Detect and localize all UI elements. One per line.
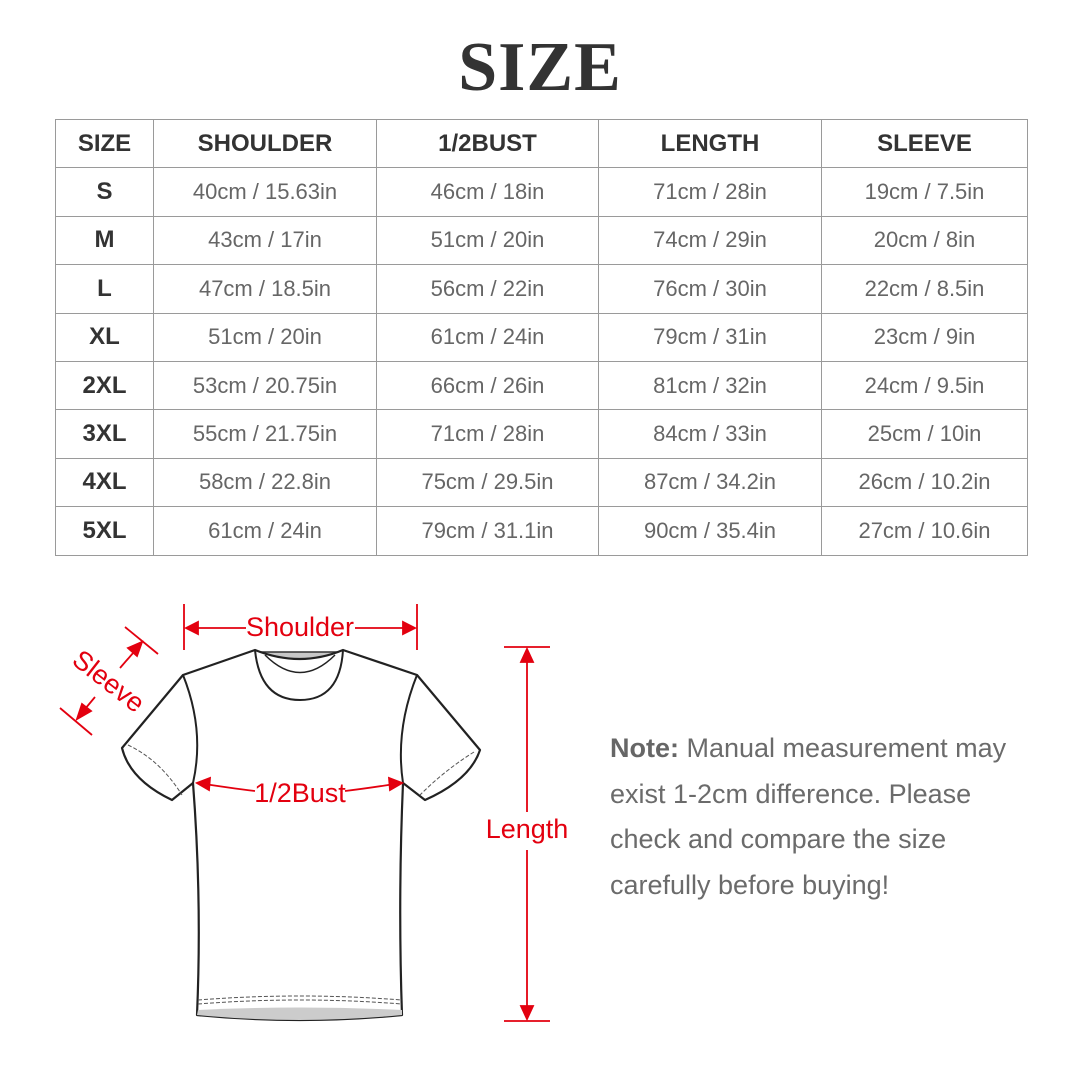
tshirt-icon (120, 648, 482, 1022)
size-cell: 3XL (55, 409, 154, 459)
header-size: SIZE (55, 118, 154, 169)
measurement-cell: 58cm / 22.8in (153, 457, 377, 508)
measurement-cell: 25cm / 10in (821, 409, 1028, 459)
measurement-cell: 71cm / 28in (376, 409, 599, 459)
size-cell: M (55, 215, 154, 266)
table-row: 5XL 61cm / 24in 79cm / 31.1in 90cm / 35.4in… (55, 506, 1028, 556)
table-row: 2XL 53cm / 20.75in 66cm / 26in 81cm / 32in 2… (55, 360, 1028, 411)
measurement-cell: 51cm / 20in (153, 312, 377, 362)
measure-arrows (59, 604, 550, 1022)
measurement-cell: 79cm / 31.1in (376, 506, 599, 556)
header-sleeve: SLEEVE (821, 118, 1028, 169)
table-row: M 43cm / 17in 51cm / 20in 74cm / 29in 20cm /… (55, 215, 1028, 266)
size-cell: 2XL (55, 360, 154, 411)
measurement-cell: 61cm / 24in (376, 312, 599, 362)
measurement-cell: 46cm / 18in (376, 167, 599, 217)
header-length: LENGTH (598, 118, 822, 169)
measurement-cell: 23cm / 9in (821, 312, 1028, 362)
table-row: XL 51cm / 20in 61cm / 24in 79cm / 31in 23cm … (55, 312, 1028, 362)
header-shoulder: SHOULDER (153, 118, 377, 169)
measurement-cell: 27cm / 10.6in (821, 506, 1028, 556)
measurement-cell: 51cm / 20in (376, 215, 599, 266)
length-label: Length (486, 814, 569, 844)
measurement-cell: 56cm / 22in (376, 264, 599, 314)
table-row: L 47cm / 18.5in 56cm / 22in 76cm / 30in 22cm… (55, 264, 1028, 314)
note-text: Note: Manual measurement may exist 1-2cm… (610, 726, 1040, 908)
measurement-cell: 40cm / 15.63in (153, 167, 377, 217)
measurement-cell: 26cm / 10.2in (821, 457, 1028, 508)
shoulder-label: Shoulder (246, 612, 354, 642)
table-header-row: SIZE SHOULDER 1/2BUST LENGTH SLEEVE (55, 118, 1028, 169)
table-row: S 40cm / 15.63in 46cm / 18in 71cm / 28in 19c… (55, 167, 1028, 217)
header-bust: 1/2BUST (376, 118, 599, 169)
size-cell: S (55, 167, 154, 217)
size-cell: XL (55, 312, 154, 362)
measurement-cell: 71cm / 28in (598, 167, 822, 217)
bust-label: 1/2Bust (254, 778, 346, 808)
measurement-cell: 19cm / 7.5in (821, 167, 1028, 217)
note-label: Note: (610, 733, 679, 763)
size-cell: L (55, 264, 154, 314)
measurement-cell: 43cm / 17in (153, 215, 377, 266)
size-cell: 5XL (55, 506, 154, 556)
measurement-cell: 87cm / 34.2in (598, 457, 822, 508)
measurement-cell: 53cm / 20.75in (153, 360, 377, 411)
measurement-cell: 20cm / 8in (821, 215, 1028, 266)
note-body: Manual measurement may exist 1-2cm diffe… (610, 733, 1007, 900)
measurement-cell: 61cm / 24in (153, 506, 377, 556)
measurement-cell: 75cm / 29.5in (376, 457, 599, 508)
measurement-cell: 84cm / 33in (598, 409, 822, 459)
measurement-cell: 24cm / 9.5in (821, 360, 1028, 411)
table-row: 3XL 55cm / 21.75in 71cm / 28in 84cm / 33in 2… (55, 409, 1028, 459)
measurement-cell: 47cm / 18.5in (153, 264, 377, 314)
measurement-cell: 74cm / 29in (598, 215, 822, 266)
table-row: 4XL 58cm / 22.8in 75cm / 29.5in 87cm / 34.2… (55, 457, 1028, 508)
measurement-cell: 90cm / 35.4in (598, 506, 822, 556)
page-title: SIZE (458, 29, 622, 106)
size-table: SIZE SHOULDER 1/2BUST LENGTH SLEEVE S 40c… (55, 118, 1028, 556)
measurement-cell: 22cm / 8.5in (821, 264, 1028, 314)
